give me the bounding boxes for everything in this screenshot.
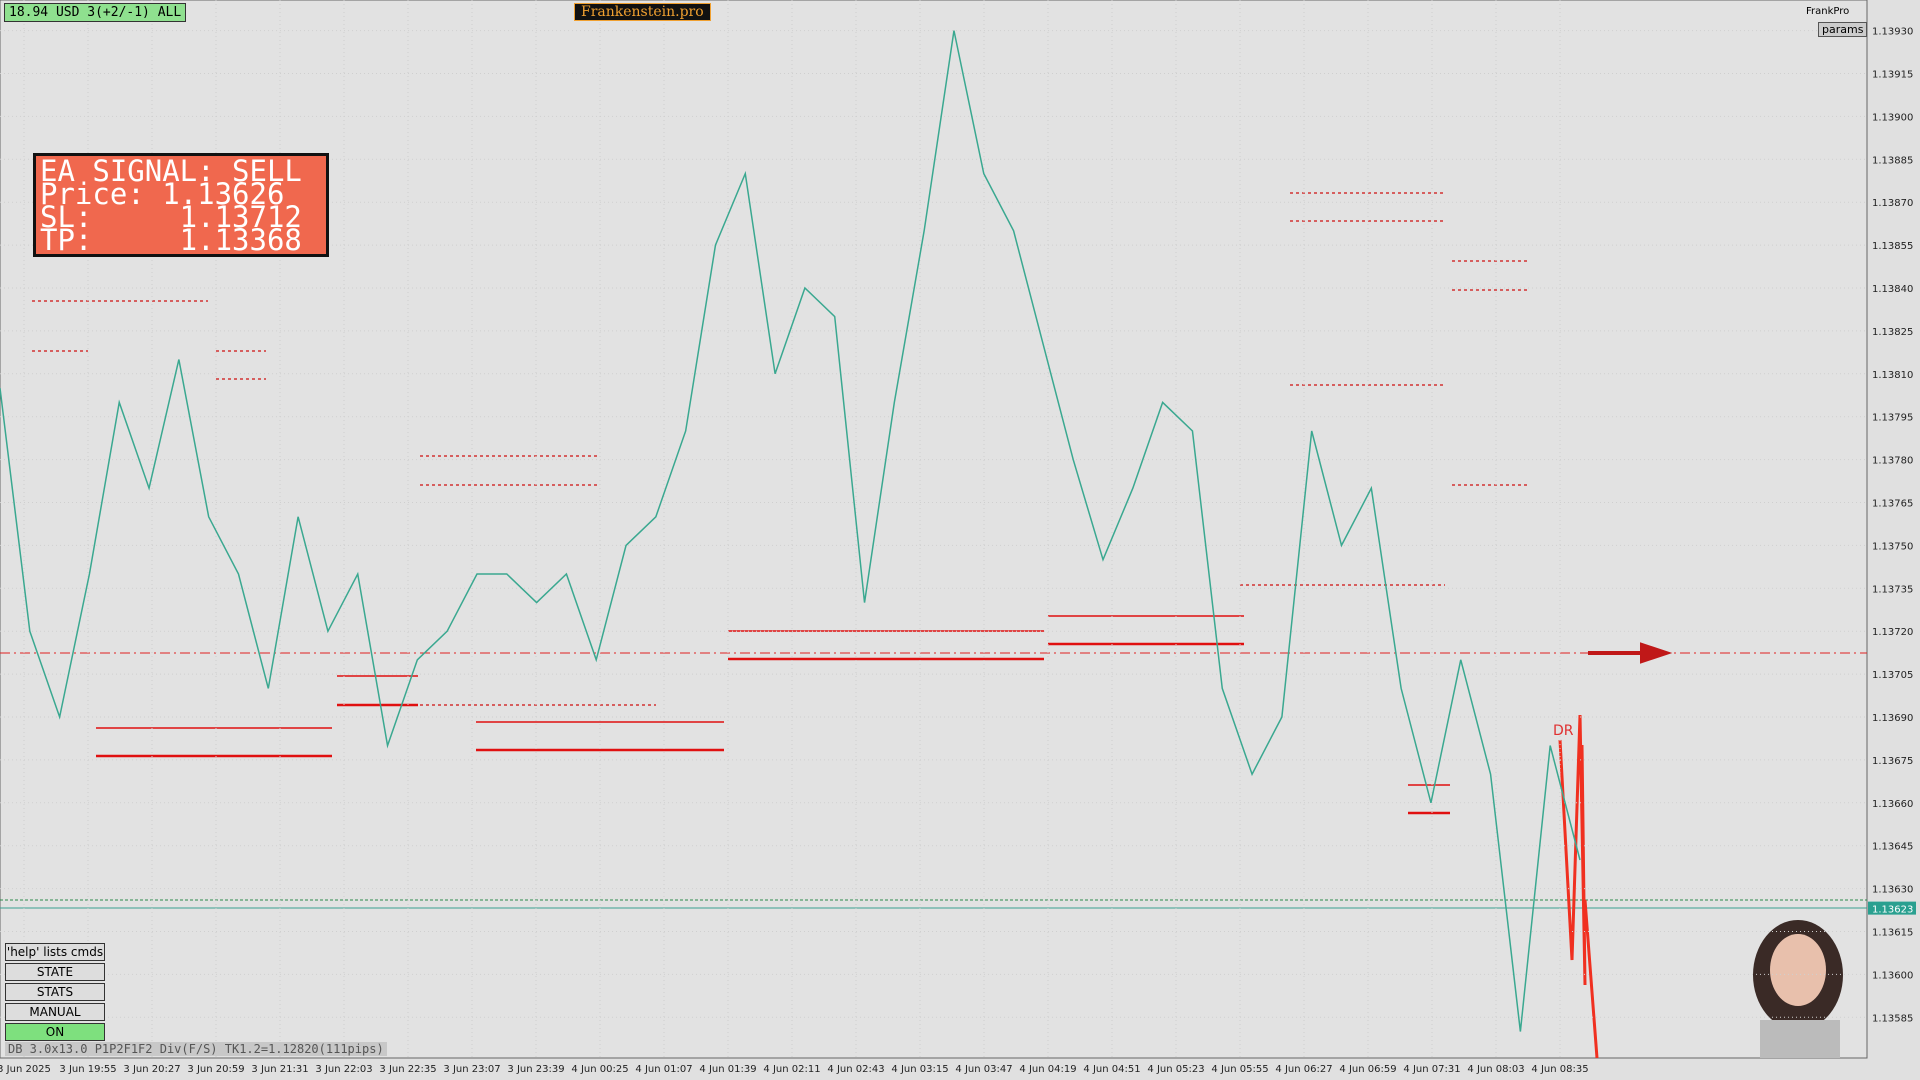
price-label: 1.13840 bbox=[1872, 284, 1913, 295]
price-label: 1.13645 bbox=[1872, 842, 1913, 853]
price-label: 1.13735 bbox=[1872, 584, 1913, 595]
level-lines bbox=[32, 192, 1530, 706]
button[interactable]: STATS bbox=[5, 983, 105, 1001]
time-label: 3 Jun 2025 bbox=[0, 1064, 51, 1075]
button[interactable]: ON bbox=[5, 1023, 105, 1041]
price-label: 1.13615 bbox=[1872, 928, 1913, 939]
signal-line: EA SIGNAL: SELL bbox=[40, 154, 302, 188]
price-label: 1.13675 bbox=[1872, 756, 1913, 767]
signal-line: TP: 1.13368 bbox=[40, 223, 302, 257]
time-label: 3 Jun 23:39 bbox=[507, 1064, 564, 1075]
price-label: 1.13810 bbox=[1872, 370, 1913, 381]
button[interactable]: STATE bbox=[5, 963, 105, 981]
price-label: 1.13915 bbox=[1872, 70, 1913, 81]
price-trace bbox=[0, 30, 1581, 1032]
time-label: 3 Jun 23:07 bbox=[443, 1064, 500, 1075]
time-label: 3 Jun 22:35 bbox=[379, 1064, 436, 1075]
time-label: 4 Jun 02:11 bbox=[763, 1064, 820, 1075]
button[interactable]: 'help' lists cmds bbox=[5, 943, 105, 961]
price-label: 1.13750 bbox=[1872, 541, 1913, 552]
time-label: 4 Jun 01:07 bbox=[635, 1064, 692, 1075]
time-label: 3 Jun 19:55 bbox=[59, 1064, 116, 1075]
price-label: 1.13705 bbox=[1872, 670, 1913, 681]
brand: Frankenstein.pro bbox=[574, 3, 711, 21]
time-label: 4 Jun 04:19 bbox=[1019, 1064, 1076, 1075]
time-label: 4 Jun 01:39 bbox=[699, 1064, 756, 1075]
price-label: 1.13855 bbox=[1872, 241, 1913, 252]
pattern-lines bbox=[1558, 714, 1599, 1059]
time-label: 4 Jun 03:15 bbox=[891, 1064, 948, 1075]
params-button[interactable]: params bbox=[1818, 22, 1868, 37]
account-label: 18.94 USD 3(+2/-1) ALL bbox=[4, 3, 187, 22]
time-label: 3 Jun 20:27 bbox=[123, 1064, 180, 1075]
price-label: 1.13690 bbox=[1872, 713, 1913, 724]
price-label: 1.13795 bbox=[1872, 413, 1913, 424]
time-label: 4 Jun 07:31 bbox=[1403, 1064, 1460, 1075]
sell-arrow bbox=[1588, 642, 1673, 664]
time-label: 4 Jun 06:27 bbox=[1275, 1064, 1332, 1075]
price-label: 1.13765 bbox=[1872, 499, 1913, 510]
button[interactable]: MANUAL bbox=[5, 1003, 105, 1021]
profile: FrankPro bbox=[1806, 6, 1850, 17]
time-label: 4 Jun 08:35 bbox=[1531, 1064, 1588, 1075]
price-label: 1.13720 bbox=[1872, 627, 1913, 638]
price-label: 1.13870 bbox=[1872, 198, 1913, 209]
price-label: 1.13900 bbox=[1872, 112, 1913, 123]
price-label: 1.13585 bbox=[1872, 1013, 1913, 1024]
time-label: 3 Jun 22:03 bbox=[315, 1064, 372, 1075]
time-label: 4 Jun 05:55 bbox=[1211, 1064, 1268, 1075]
current-price-box bbox=[1868, 901, 1916, 915]
time-label: 4 Jun 03:47 bbox=[955, 1064, 1012, 1075]
price-label: 1.13600 bbox=[1872, 970, 1913, 981]
price-label: 1.13885 bbox=[1872, 155, 1913, 166]
time-label: 4 Jun 05:23 bbox=[1147, 1064, 1204, 1075]
price-label: 1.13630 bbox=[1872, 885, 1913, 896]
price-label: 1.13930 bbox=[1872, 27, 1913, 38]
signal-line: Price: 1.13626 bbox=[40, 177, 285, 211]
time-label: 4 Jun 02:43 bbox=[827, 1064, 884, 1075]
price-label: 1.13825 bbox=[1872, 327, 1913, 338]
time-label: 4 Jun 00:25 bbox=[571, 1064, 628, 1075]
time-label: 4 Jun 08:03 bbox=[1467, 1064, 1524, 1075]
price-label: 1.13660 bbox=[1872, 799, 1913, 810]
signal-box: EA SIGNAL: SELL Price: 1.13626 SL: 1.13712… bbox=[33, 153, 329, 257]
signal-lines bbox=[96, 615, 1450, 815]
time-label: 3 Jun 20:59 bbox=[187, 1064, 244, 1075]
avatar bbox=[1753, 920, 1843, 1058]
pattern-label: DR bbox=[1553, 723, 1574, 739]
time-label: 4 Jun 06:59 bbox=[1339, 1064, 1396, 1075]
signal-line: SL: 1.13712 bbox=[40, 200, 302, 234]
status-line: DB 3.0x13.0 P1P2F1F2 Div(F/S) TK1.2=1.12… bbox=[5, 1042, 387, 1056]
price-label: 1.13780 bbox=[1872, 456, 1913, 467]
time-label: 4 Jun 04:51 bbox=[1083, 1064, 1140, 1075]
current-price: 1.13623 bbox=[1872, 905, 1913, 916]
time-label: 3 Jun 21:31 bbox=[251, 1064, 308, 1075]
